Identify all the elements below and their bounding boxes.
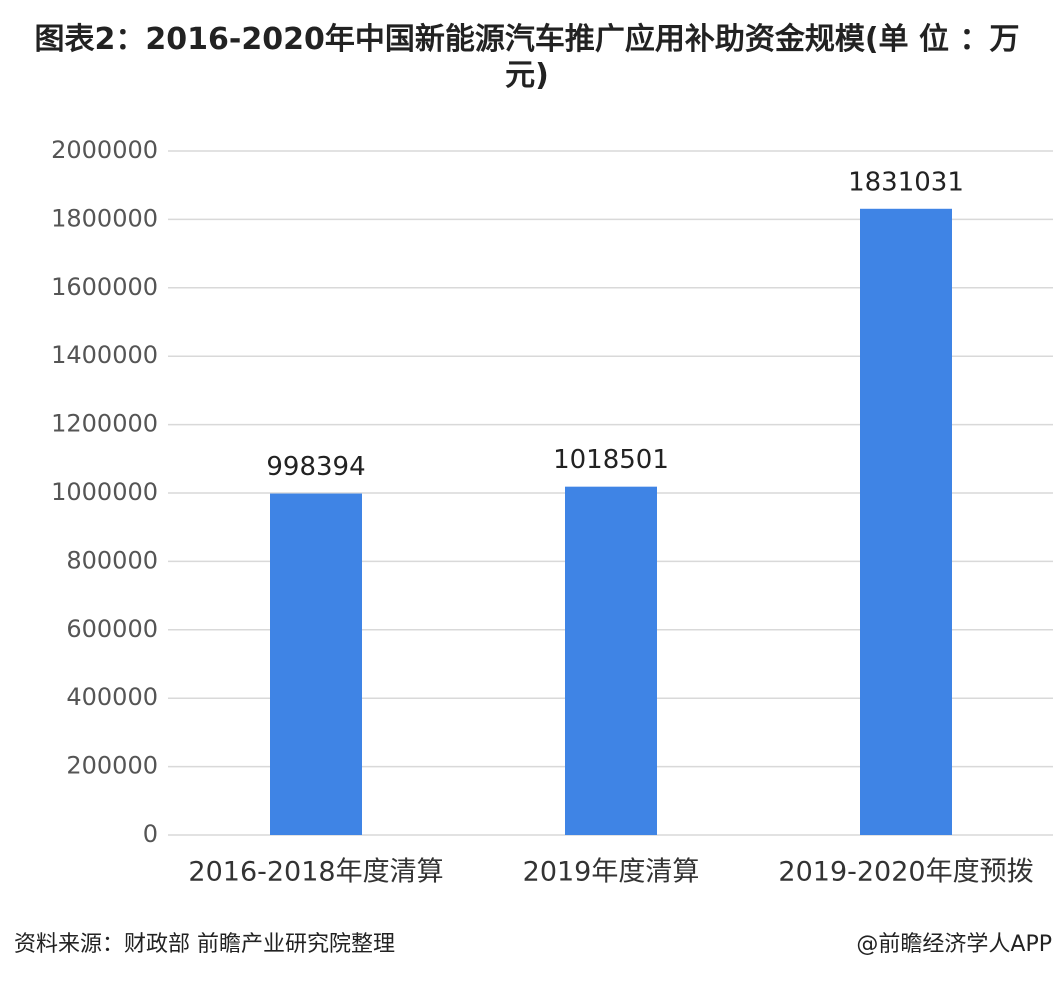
y-tick-label: 1200000: [51, 410, 158, 438]
credit: @前瞻经济学人APP: [856, 932, 1052, 957]
chart-title: 图表2：2016-2020年中国新能源汽车推广应用补助资金规模(单 位 ：万元): [34, 22, 1020, 93]
y-tick-label: 600000: [66, 615, 158, 643]
y-tick-label: 400000: [66, 683, 158, 711]
y-tick-label: 0: [143, 820, 158, 848]
y-tick-label: 1400000: [51, 341, 158, 369]
x-tick-label: 2019年度清算: [523, 857, 700, 888]
y-tick-label: 800000: [66, 546, 158, 574]
bar: [860, 208, 952, 835]
y-tick-label: 1600000: [51, 273, 158, 301]
value-label: 1018501: [553, 445, 669, 475]
y-tick-label: 200000: [66, 752, 158, 780]
y-tick-label: 2000000: [51, 136, 158, 164]
value-label: 1831031: [848, 167, 964, 197]
bar: [565, 486, 657, 835]
source-note: 资料来源：财政部 前瞻产业研究院整理: [14, 932, 395, 957]
y-tick-label: 1000000: [51, 478, 158, 506]
value-label: 998394: [266, 452, 365, 482]
x-tick-label: 2019-2020年度预拨: [778, 857, 1033, 888]
bar: [270, 493, 362, 835]
y-tick-label: 1800000: [51, 204, 158, 232]
x-tick-label: 2016-2018年度清算: [188, 857, 443, 888]
